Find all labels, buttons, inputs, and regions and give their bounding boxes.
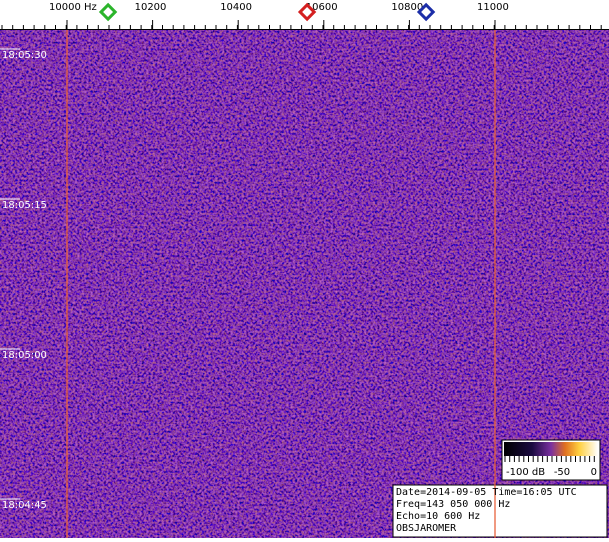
scale-label: -100 dB (506, 467, 545, 478)
marker (416, 2, 436, 22)
scale-label: 0 (591, 467, 597, 478)
tick-label: 11000 (477, 2, 509, 13)
info-line: Echo=10 600 Hz (396, 511, 480, 522)
info-box (392, 484, 608, 538)
time-label: 18:04:45 (2, 500, 47, 511)
time-label: 18:05:30 (2, 50, 47, 61)
tick-label: 10000 Hz (49, 2, 97, 13)
scale-label: -50 (554, 467, 570, 478)
tick-label: 10200 (135, 2, 167, 13)
tick-label: 10400 (220, 2, 252, 13)
tick-label: 10600 (306, 2, 338, 13)
time-label: 18:05:15 (2, 200, 47, 211)
marker (98, 2, 118, 22)
time-label: 18:05:00 (2, 350, 47, 361)
info-line: OBSJAROMER (396, 523, 457, 534)
info-line: Date=2014-09-05 Time=16:05 UTC (396, 487, 577, 498)
info-line: Freq=143 050 000 Hz (396, 499, 510, 510)
tick-label: 10800 (391, 2, 423, 13)
color-scale-bar (504, 442, 598, 456)
marker (297, 2, 317, 22)
